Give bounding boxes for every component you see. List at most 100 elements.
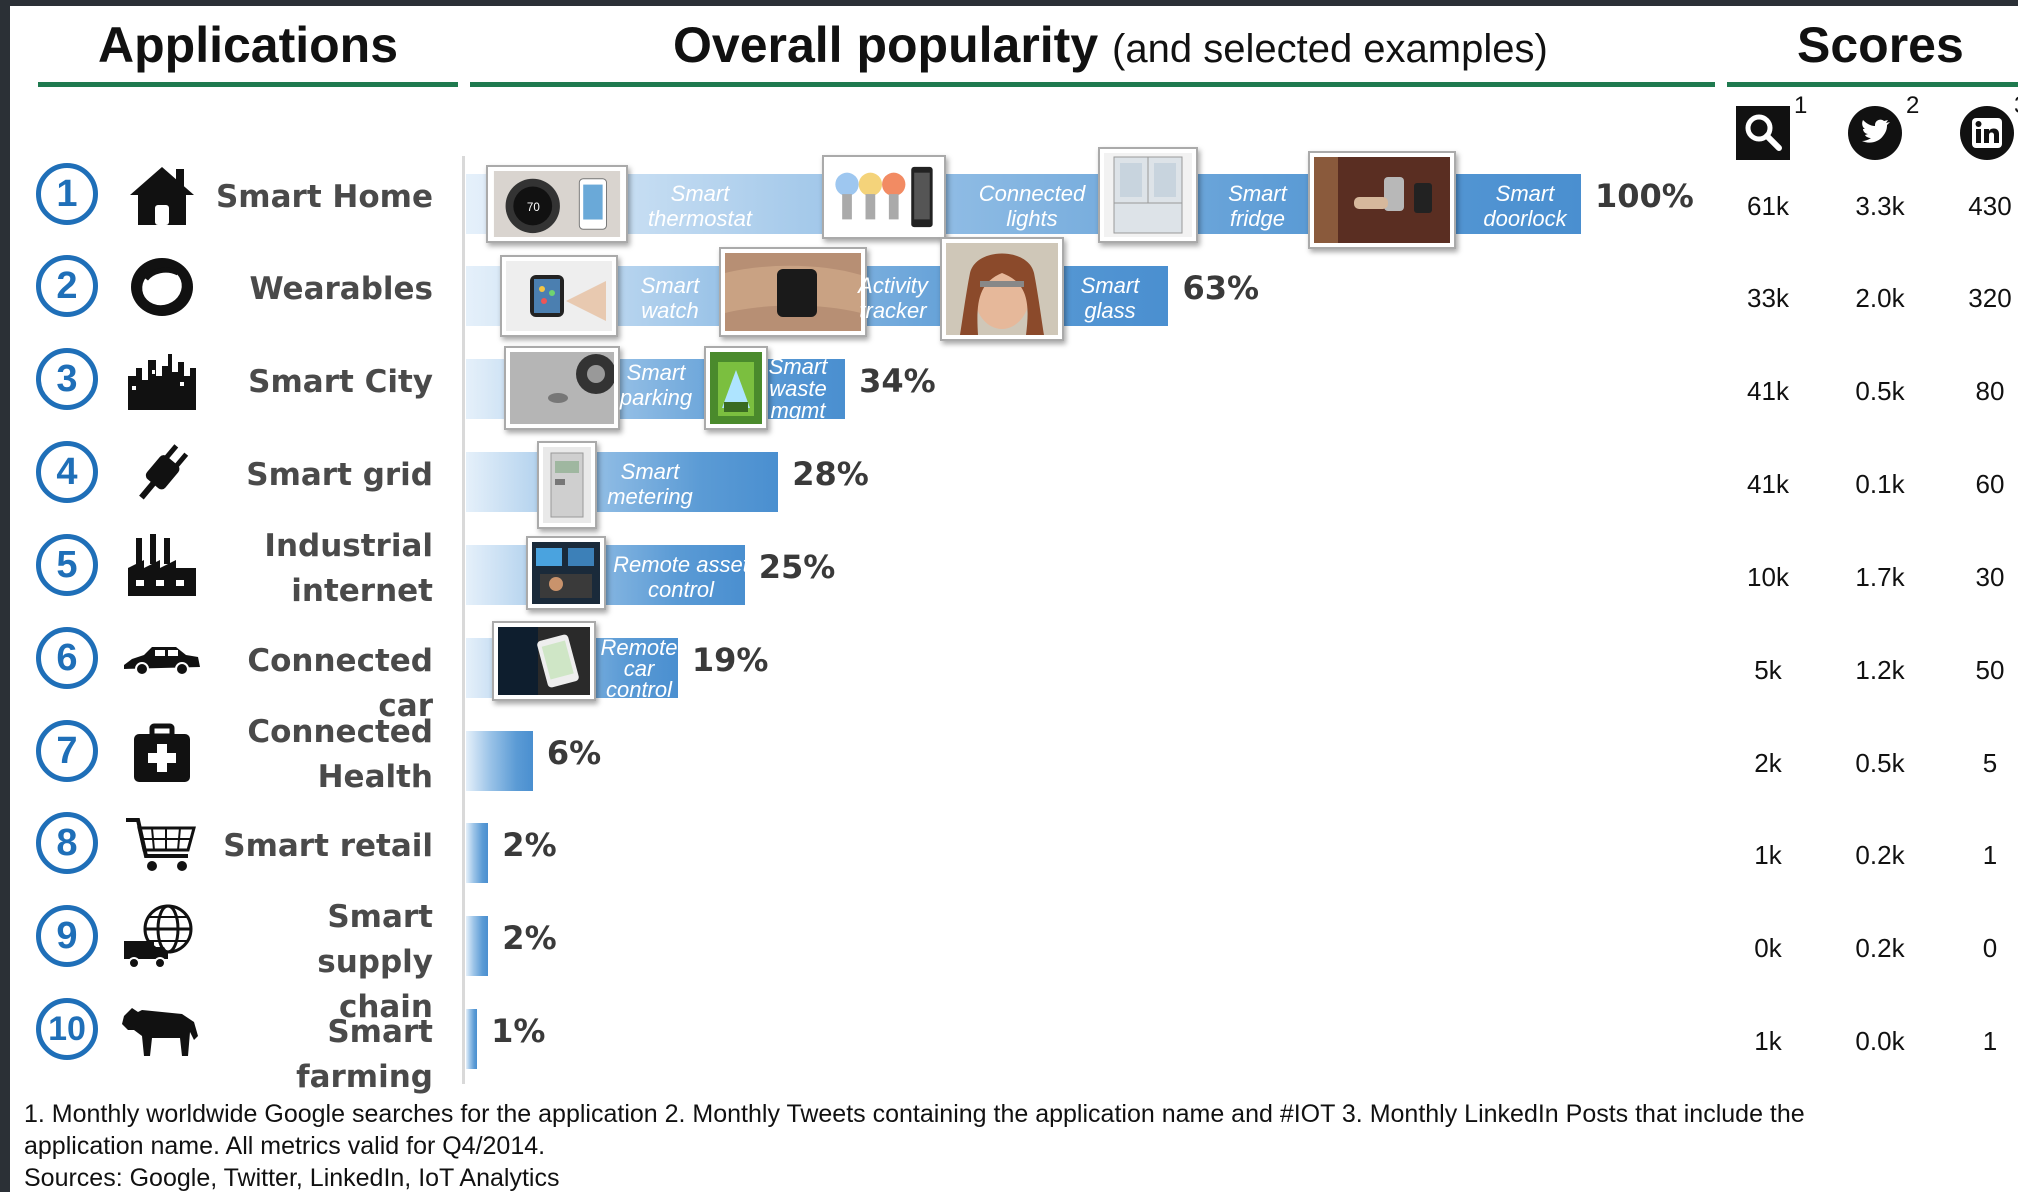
- footnote-line: application name. All metrics valid for …: [24, 1132, 546, 1160]
- bar-value-label: 2%: [502, 826, 557, 864]
- twitter-score: 3.3k: [1855, 191, 1905, 221]
- google-score: 1k: [1754, 1026, 1782, 1056]
- app-label: Connected Health: [203, 710, 433, 800]
- app-label: Connected car: [203, 639, 433, 729]
- bar-value-label: 100%: [1595, 177, 1694, 215]
- cow-icon: [122, 996, 202, 1064]
- example-label: Connected lights: [978, 181, 1086, 231]
- row-smart-retail: 8 Smart retail 2% 1k 0.2k 1: [10, 804, 2018, 894]
- scores-header: Scores: [1797, 17, 1964, 73]
- bar-value-label: 28%: [792, 455, 869, 493]
- linkedin-score: 30: [1975, 562, 2005, 592]
- thermostat-photo: 70: [486, 165, 628, 243]
- google-score: 5k: [1754, 655, 1782, 685]
- doorlock-photo: [1308, 151, 1456, 249]
- example-label: Smart parking: [619, 360, 693, 410]
- rank-circle: 7: [36, 720, 98, 782]
- linkedin-score: 80: [1975, 376, 2005, 406]
- footnotes: 1. Monthly worldwide Google searches for…: [24, 1098, 2014, 1192]
- twitter-score: 0.5k: [1855, 376, 1905, 406]
- twitter-superscript: 2: [1906, 92, 1920, 119]
- linkedin-score: 1: [1982, 1026, 1998, 1056]
- twitter-score: 1.7k: [1855, 562, 1905, 592]
- linkedin-score: 1: [1982, 840, 1998, 870]
- twitter-score: 0.5k: [1855, 748, 1905, 778]
- popularity-rule: [470, 82, 1715, 87]
- google-score: 61k: [1747, 191, 1789, 221]
- rank-circle: 1: [36, 163, 98, 225]
- linkedin-score: 60: [1975, 469, 2005, 499]
- app-label: Smart retail: [203, 824, 433, 869]
- app-label: Smart farming: [203, 1010, 433, 1100]
- lights-photo: [822, 155, 946, 239]
- waste-photo: [704, 346, 768, 430]
- asset-control-photo: [526, 536, 606, 610]
- bar: [466, 1009, 478, 1069]
- scores-rule: [1727, 82, 2018, 87]
- bar: [466, 916, 489, 976]
- example-label: Smart watch: [640, 273, 700, 323]
- row-smart-supply-chain: 9 Smart supply chain 2% 0k 0.2k 0: [10, 897, 2018, 1025]
- applications-header: Applications: [98, 17, 399, 73]
- parking-photo: [504, 346, 620, 430]
- example-label: Smart glass: [1080, 273, 1140, 323]
- example-label: Smart metering: [607, 459, 693, 509]
- search-icon: [1736, 106, 1790, 160]
- google-score: 41k: [1747, 376, 1789, 406]
- app-label: Smart grid: [203, 453, 433, 498]
- app-label: Smart City: [203, 360, 433, 405]
- app-label-line: Health: [317, 759, 433, 795]
- linkedin-score: 0: [1982, 933, 1998, 963]
- twitter-icon: [1848, 106, 1902, 160]
- row-industrial-internet: 5 Industrial internet 25% Remote asset co…: [10, 526, 2018, 616]
- factory-icon: [122, 532, 202, 600]
- twitter-score: 2.0k: [1855, 283, 1905, 313]
- car-control-photo: [492, 621, 596, 701]
- twitter-score: 0.1k: [1855, 469, 1905, 499]
- twitter-score: 0.0k: [1855, 1026, 1905, 1056]
- glass-photo: [940, 237, 1064, 341]
- bar-value-label: 2%: [502, 919, 557, 957]
- rank-circle: 4: [36, 441, 98, 503]
- popularity-title: Overall popularity: [673, 17, 1099, 73]
- popularity-subtitle: (and selected examples): [1112, 27, 1548, 71]
- infographic: Applications Overall popularity (and sel…: [10, 6, 2018, 1192]
- google-score: 41k: [1747, 469, 1789, 499]
- example-label: Smart fridge: [1228, 181, 1287, 231]
- row-smart-farming: 10 Smart farming 1% 1k 0.0k 1: [10, 990, 2018, 1095]
- example-label: Activity tracker: [858, 273, 928, 323]
- app-label-line: Smart retail: [223, 828, 433, 864]
- app-label-line: chain: [338, 989, 433, 1025]
- app-label: Smart supply chain: [203, 895, 433, 1030]
- rank-circle: 8: [36, 812, 98, 874]
- bar-value-label: 63%: [1182, 269, 1260, 307]
- example-label: Smart doorlock: [1483, 181, 1567, 231]
- bar: [466, 452, 779, 512]
- app-label-line: Smart City: [248, 364, 433, 400]
- rank-circle: 3: [36, 348, 98, 410]
- google-score: 0k: [1754, 933, 1782, 963]
- row-smart-grid: 4 Smart grid 28% Smart metering 41k 0.1k…: [10, 433, 2018, 529]
- twitter-score: 0.2k: [1855, 933, 1905, 963]
- bar: [466, 731, 533, 791]
- rank-circle: 6: [36, 627, 98, 689]
- rank-circle: 9: [36, 905, 98, 967]
- example-label: Remote asset control: [613, 552, 749, 602]
- google-score: 2k: [1754, 748, 1782, 778]
- fridge-photo: [1098, 147, 1198, 243]
- example-label: Smart thermostat: [648, 181, 752, 231]
- app-label-line: Connected: [247, 714, 433, 750]
- twitter-score: 1.2k: [1855, 655, 1905, 685]
- footnote-line: Sources: Google, Twitter, LinkedIn, IoT …: [24, 1164, 560, 1192]
- watch-photo: [500, 255, 618, 337]
- row-smart-home: 1 Smart Home 100% 70 Smart thermostat Co…: [10, 147, 2018, 249]
- car-icon: [122, 625, 202, 693]
- row-connected-health: 7 Connected Health 6% 2k 0.5k 5: [10, 712, 2018, 802]
- applications-rule: [38, 82, 458, 87]
- row-connected-car: 6 Connected car 19% Remote car control 5…: [10, 619, 2018, 724]
- twitter-score: 0.2k: [1855, 840, 1905, 870]
- app-label-line: Smart Home: [215, 179, 433, 215]
- example-label: Smart waste mgmt: [768, 354, 828, 423]
- app-label-line: Wearables: [249, 271, 433, 307]
- row-smart-city: 3 Smart City 34% Smart parking Smart was…: [10, 340, 2018, 430]
